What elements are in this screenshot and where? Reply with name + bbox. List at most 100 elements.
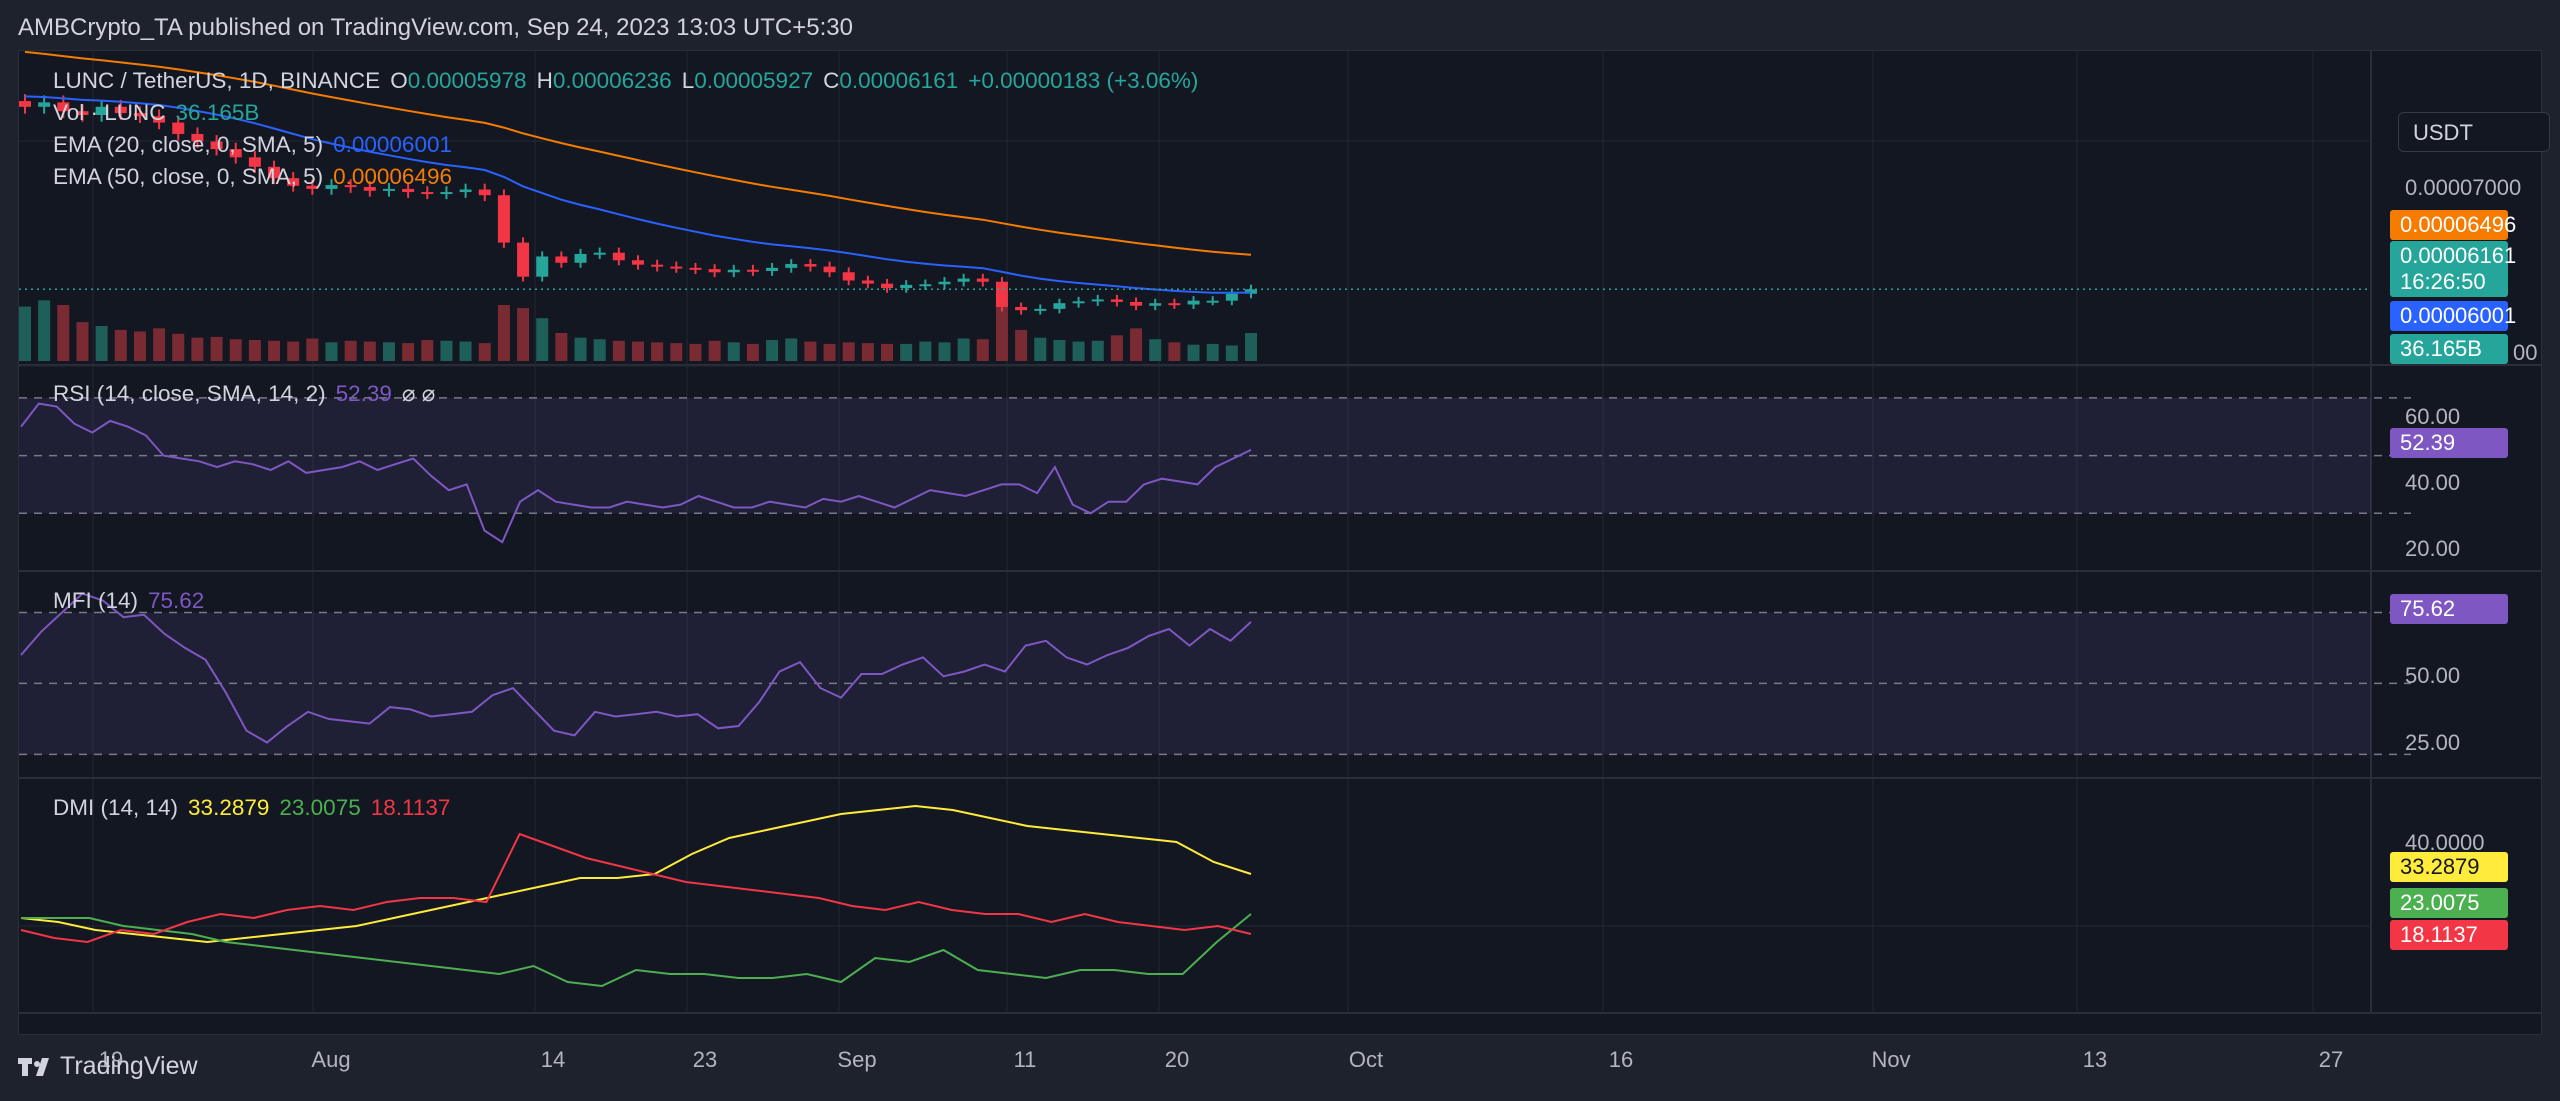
dmi-minus-di-line <box>20 832 1252 944</box>
volume-bar <box>536 318 549 361</box>
candle-body <box>517 242 530 277</box>
time-label-16: 16 <box>1608 1047 1634 1072</box>
dmi-adx-line <box>20 804 1252 944</box>
candle-body <box>229 149 242 158</box>
candle-body <box>689 267 702 270</box>
change-value: +0.00000183 (+3.06%) <box>968 68 1199 93</box>
chart-canvas[interactable] <box>19 51 2541 1034</box>
candle-body <box>1091 299 1104 302</box>
candle-body <box>555 256 568 263</box>
time-label-19: 19 <box>98 1047 124 1072</box>
volume-bar <box>421 340 434 361</box>
volume-bar <box>57 305 70 361</box>
candle-body <box>363 187 376 191</box>
close-label: C <box>823 68 840 93</box>
price-axis-bottom-label: 00 <box>2513 340 2538 365</box>
volume-bar <box>1110 335 1123 361</box>
dmi-legend: DMI (14, 14) 33.2879 23.0075 18.1137 <box>53 795 460 821</box>
time-label-23: 23 <box>692 1047 718 1072</box>
candle-body <box>325 185 338 189</box>
volume-bar <box>440 340 453 361</box>
footer-brand-label: TradingView <box>60 1052 198 1080</box>
dmi-plus-di-line <box>21 913 1252 988</box>
volume-bar <box>191 337 204 361</box>
rsi-symbols: ⌀ ⌀ <box>401 381 436 406</box>
time-label-14: 14 <box>540 1047 566 1072</box>
volume-bar <box>325 342 338 361</box>
volume-bar <box>593 339 606 361</box>
candle-body <box>1015 307 1028 311</box>
mfi-label: MFI (14) <box>53 588 139 613</box>
rsi-legend: RSI (14, close, SMA, 14, 2) 52.39 ⌀ ⌀ <box>53 381 445 407</box>
candle-body <box>1206 300 1219 303</box>
footer-brand[interactable]: TradingView <box>18 1052 198 1081</box>
time-label-20: 20 <box>1164 1047 1190 1072</box>
volume-bar <box>1053 340 1066 361</box>
candle-body <box>957 278 970 282</box>
volume-bar <box>957 338 970 361</box>
volume-bar <box>1072 341 1085 361</box>
candle-body <box>938 281 951 285</box>
candle-body <box>746 269 759 272</box>
volume-bar <box>900 343 913 361</box>
candle-body <box>976 278 989 282</box>
candle-body <box>766 267 779 271</box>
volume-bar <box>248 340 261 361</box>
volume-bar <box>1187 344 1200 361</box>
volume-bar <box>114 329 127 361</box>
time-label-27: 27 <box>2318 1047 2344 1072</box>
candle-body <box>785 264 798 268</box>
volume-bar <box>1245 333 1257 361</box>
candle-countdown: 16:26:50 <box>2400 269 2486 294</box>
volume-bar <box>268 340 281 361</box>
volume-bar <box>229 339 242 361</box>
candle-body <box>287 178 300 186</box>
volume-bar <box>1149 339 1162 361</box>
volume-bar <box>785 338 798 361</box>
candle-body <box>1034 308 1047 311</box>
volume-bar <box>517 308 530 361</box>
volume-bar <box>19 306 31 361</box>
candle-body <box>708 269 721 273</box>
rsi-value-tag: 52.39 <box>2390 428 2508 458</box>
chart-frame[interactable]: LUNC / TetherUS, 1D, BINANCE O0.00005978 H… <box>18 50 2550 1072</box>
volume-bar <box>459 341 472 361</box>
symbol-currency-selector[interactable]: USDT <box>2398 112 2550 152</box>
candle-body <box>881 283 894 289</box>
candle-body <box>1110 299 1123 302</box>
ema20-line <box>24 95 1252 294</box>
candle-body <box>612 252 625 261</box>
volume-bar <box>38 300 51 361</box>
volume-bar <box>651 342 664 361</box>
candle-body <box>823 266 836 273</box>
ema50-value: 0.00006496 <box>333 164 452 189</box>
dmi-adx-tag: 33.2879 <box>2390 852 2508 882</box>
rsi-value: 52.39 <box>335 381 392 406</box>
time-label-aug: Aug <box>311 1047 351 1072</box>
volume-bar <box>612 340 625 361</box>
volume-bar <box>727 342 740 361</box>
dmi-plus-tag: 23.0075 <box>2390 888 2508 918</box>
price-axis-label: 0.00007000 <box>2405 175 2522 200</box>
ema20-price-tag: 0.00006001 <box>2390 301 2516 331</box>
volume-bar <box>306 338 319 361</box>
mfi-line <box>20 592 1252 744</box>
volume-bar <box>363 341 376 361</box>
volume-bar <box>497 305 510 361</box>
volume-bar <box>804 341 817 361</box>
volume-bar <box>746 343 759 361</box>
candle-body <box>440 192 453 195</box>
close-price-value: 0.00006161 <box>2400 243 2517 268</box>
candle-body <box>344 185 357 188</box>
volume-tag: 36.165B <box>2390 334 2508 364</box>
volume-bar <box>1091 340 1104 361</box>
dmi-label: DMI (14, 14) <box>53 795 179 820</box>
volume-bar <box>995 300 1008 361</box>
low-label: L <box>681 68 695 93</box>
volume-bar <box>689 343 702 361</box>
mfi-legend: MFI (14) 75.62 <box>53 588 214 614</box>
dmi-adx-value: 33.2879 <box>188 795 270 820</box>
candle-body <box>1130 301 1143 306</box>
volume-bar <box>574 337 587 361</box>
ema20-label: EMA (20, close, 0, SMA, 5) <box>53 132 324 157</box>
